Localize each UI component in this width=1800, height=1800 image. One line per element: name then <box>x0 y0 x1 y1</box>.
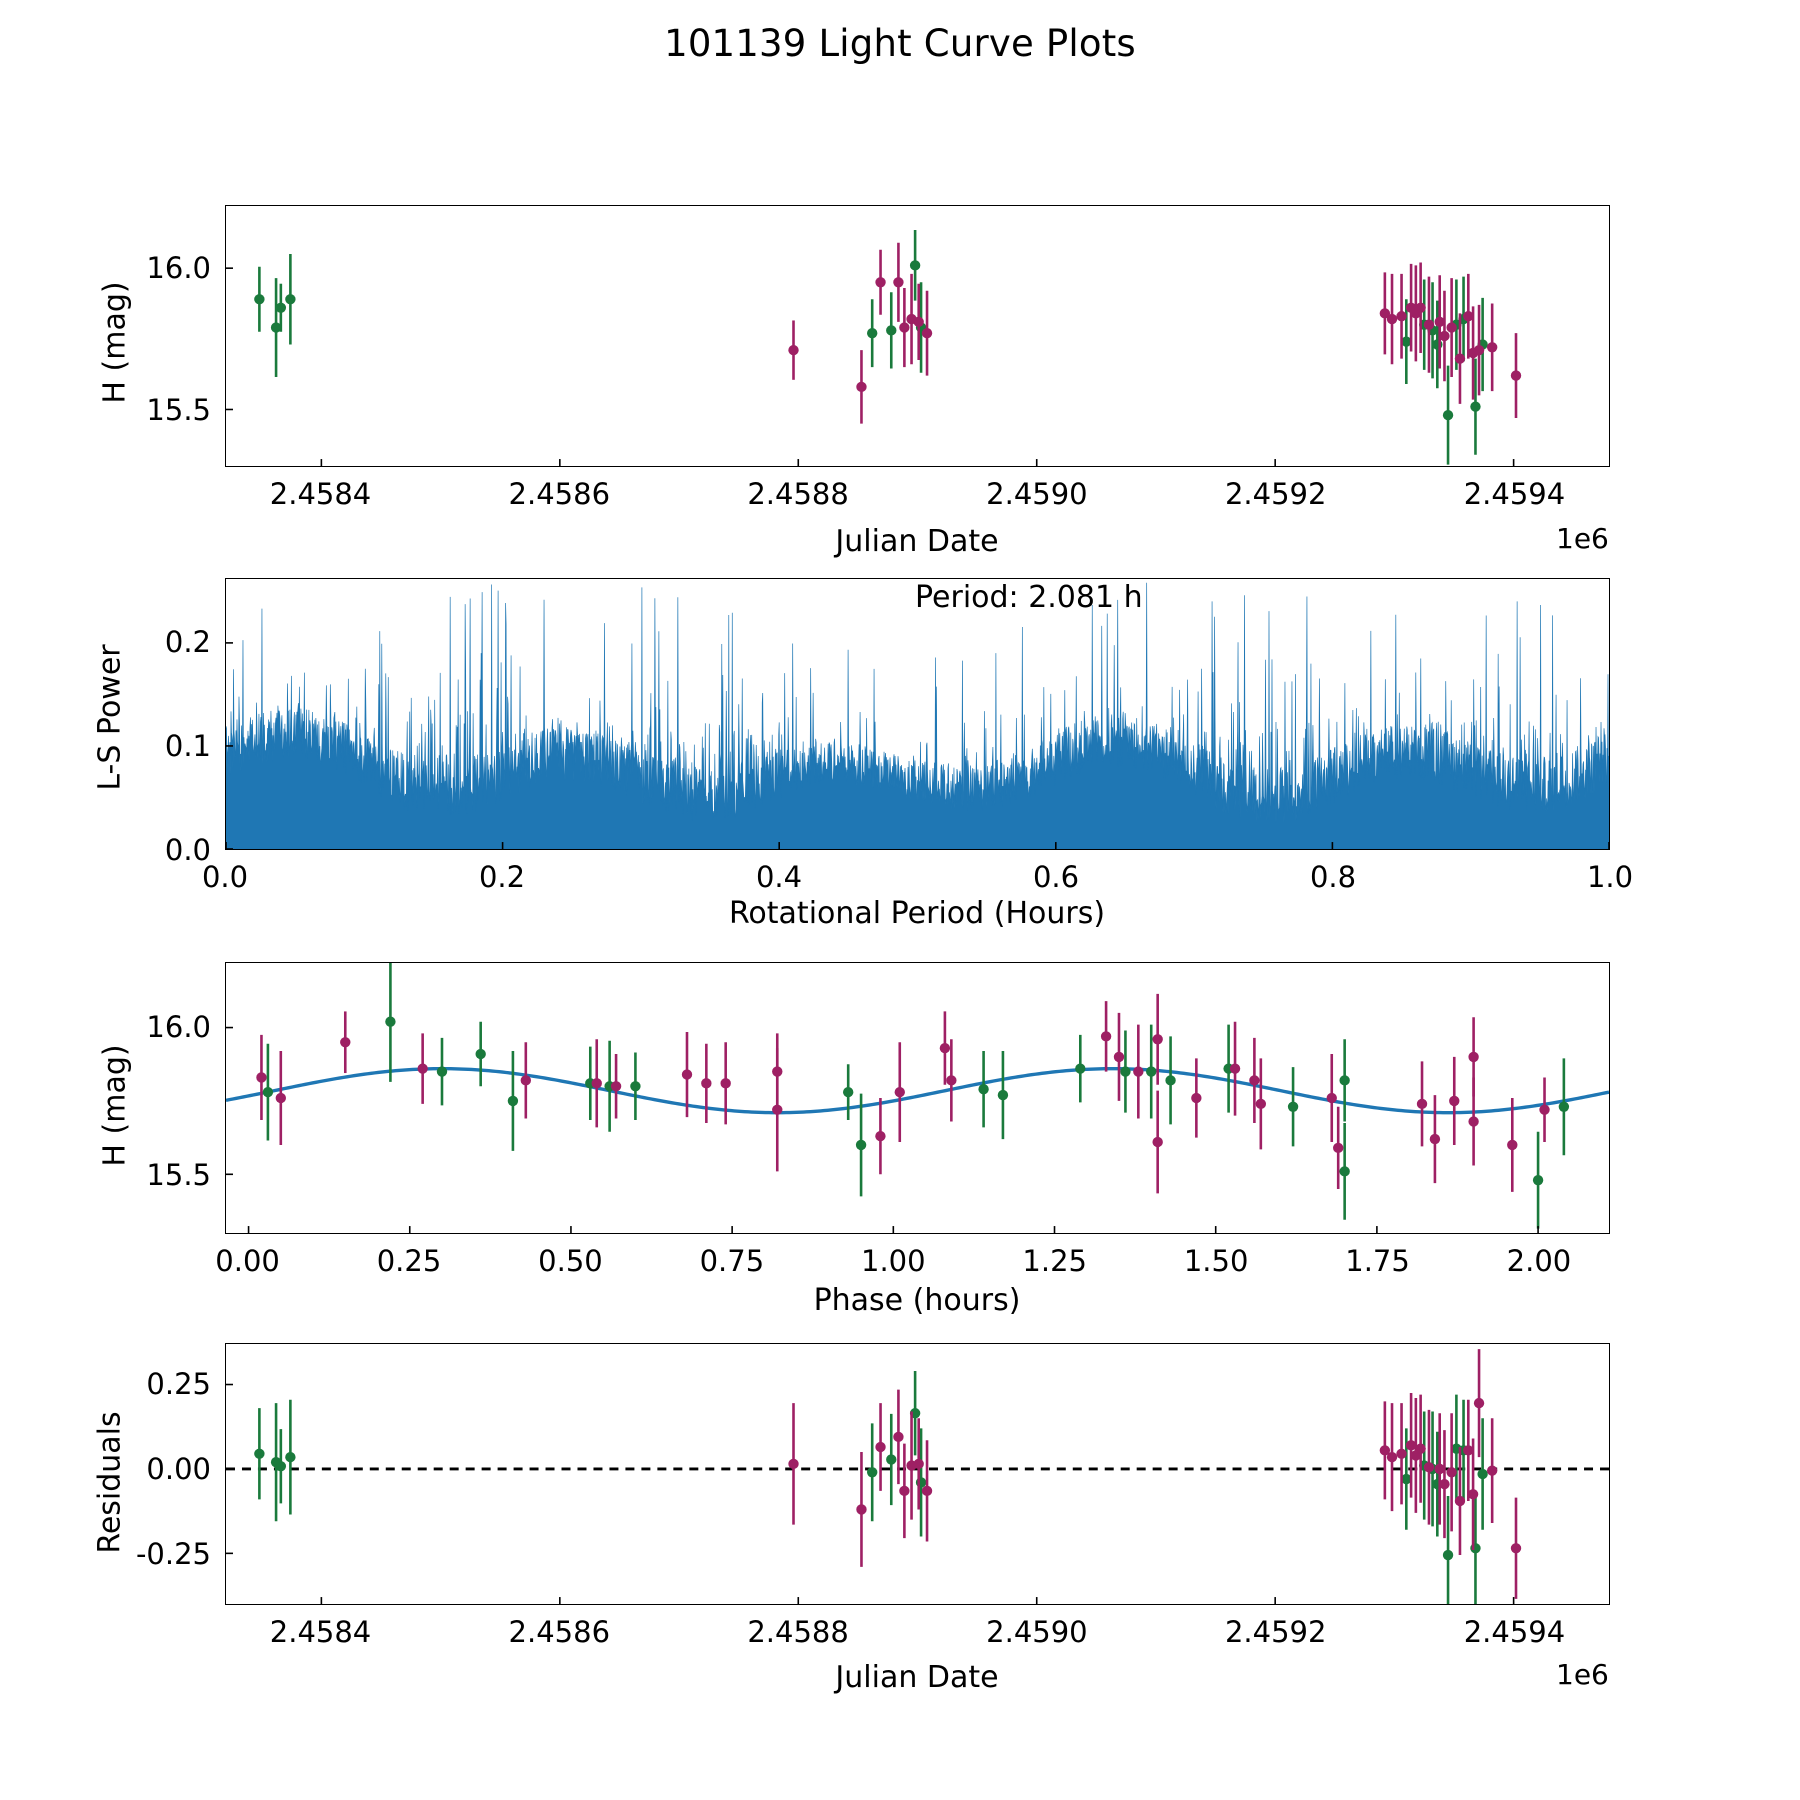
xtick-residuals-1: 2.4586 <box>508 1615 611 1649</box>
period-annotation: Period: 2.081 h <box>915 580 1143 615</box>
panel1-x-axis-label: Julian Date <box>835 524 999 559</box>
ytick-periodogram-0: 0.0 <box>164 833 211 867</box>
panel-periodogram <box>225 578 1610 850</box>
xtick-lightcurve-0: 2.4584 <box>269 477 372 511</box>
ytick-residuals-2: -0.25 <box>135 1536 211 1571</box>
series-green-band <box>262 963 1570 1229</box>
panel4-x-axis-label: Julian Date <box>835 1660 999 1695</box>
xtick-periodogram-2: 0.4 <box>755 860 803 894</box>
xtick-phase-folded-1: 0.25 <box>376 1244 442 1278</box>
panel-phase-folded <box>225 962 1610 1234</box>
xtick-phase-folded-8: 2.00 <box>1506 1244 1572 1278</box>
panel3-x-axis-label: Phase (hours) <box>813 1283 1021 1318</box>
xtick-periodogram-5: 1.0 <box>1586 860 1634 894</box>
panel-lightcurve <box>225 205 1610 467</box>
ytick-periodogram-1: 0.1 <box>164 729 211 764</box>
xtick-residuals-0: 2.4584 <box>269 1615 372 1649</box>
series-green-band <box>254 1371 1488 1604</box>
xtick-phase-folded-5: 1.25 <box>1022 1244 1087 1278</box>
xtick-lightcurve-1: 2.4586 <box>508 477 611 511</box>
xtick-phase-folded-3: 0.75 <box>699 1244 765 1278</box>
ytick-phase-folded-1: 15.5 <box>146 1157 211 1192</box>
ytick-residuals-1: 0.00 <box>146 1451 211 1486</box>
xtick-periodogram-1: 0.2 <box>478 860 526 894</box>
series-magenta-band <box>788 1349 1522 1599</box>
xtick-periodogram-3: 0.6 <box>1032 860 1080 894</box>
xtick-phase-folded-7: 1.75 <box>1345 1244 1410 1278</box>
panel2-x-axis-label: Rotational Period (Hours) <box>728 896 1106 931</box>
xtick-phase-folded-2: 0.50 <box>538 1244 603 1278</box>
panel2-y-axis-label: L-S Power <box>92 644 128 791</box>
xtick-residuals-2: 2.4588 <box>747 1615 849 1649</box>
ytick-phase-folded-0: 16.0 <box>146 1010 211 1045</box>
xtick-lightcurve-4: 2.4592 <box>1224 477 1327 511</box>
ytick-lightcurve-1: 15.5 <box>146 393 211 428</box>
xtick-residuals-5: 2.4594 <box>1463 1615 1566 1649</box>
xtick-periodogram-4: 0.8 <box>1309 860 1357 894</box>
ytick-lightcurve-0: 16.0 <box>146 250 211 285</box>
xtick-phase-folded-4: 1.00 <box>860 1244 926 1278</box>
series-green-band <box>254 230 1488 465</box>
panel-residuals <box>225 1343 1610 1605</box>
panel1-x-offset-label: 1e6 <box>1556 522 1609 555</box>
xtick-lightcurve-2: 2.4588 <box>747 477 849 511</box>
xtick-lightcurve-5: 2.4594 <box>1463 477 1566 511</box>
ytick-residuals-0: 0.25 <box>146 1366 211 1401</box>
series-magenta-band <box>256 993 1550 1194</box>
xtick-phase-folded-6: 1.50 <box>1183 1244 1249 1278</box>
xtick-periodogram-0: 0.0 <box>201 860 249 894</box>
ytick-periodogram-2: 0.2 <box>164 625 211 660</box>
panel4-x-offset-label: 1e6 <box>1556 1658 1609 1691</box>
xtick-lightcurve-3: 2.4590 <box>986 477 1088 511</box>
xtick-residuals-4: 2.4592 <box>1224 1615 1327 1649</box>
xtick-residuals-3: 2.4590 <box>986 1615 1088 1649</box>
xtick-phase-folded-0: 0.00 <box>215 1244 280 1278</box>
figure-title: 101139 Light Curve Plots <box>664 22 1136 65</box>
series-magenta-band <box>788 242 1522 424</box>
